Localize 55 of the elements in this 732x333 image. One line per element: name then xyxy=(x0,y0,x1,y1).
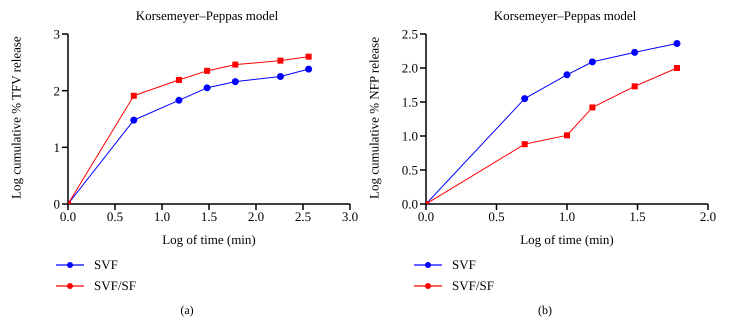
text: (a) xyxy=(179,302,195,318)
point xyxy=(277,58,284,64)
chart-title: Korsemeyer–Peppas model xyxy=(492,8,638,25)
x-axis-title: Log of time (min) xyxy=(520,232,614,247)
x-tick-label: 1.0 xyxy=(558,209,576,224)
y-tick-label: 1.0 xyxy=(402,128,418,144)
x-axis-title: Log of time (min) xyxy=(162,232,256,247)
point xyxy=(130,116,138,124)
y-axis-title: Log cumulative % NFP release xyxy=(366,36,382,199)
y-tick-label: 0 xyxy=(54,196,60,212)
y-tick-label: 0.5 xyxy=(402,162,418,178)
point xyxy=(564,71,570,78)
x-tick-label: 2.5 xyxy=(294,209,312,224)
point xyxy=(176,76,182,83)
point xyxy=(674,65,680,71)
y-tick-label: 2.5 xyxy=(402,26,418,42)
point xyxy=(175,96,182,104)
x-tick-label: 1.5 xyxy=(200,209,218,224)
point xyxy=(130,92,137,99)
y-tick-label: 2.0 xyxy=(402,60,418,76)
point xyxy=(631,48,638,56)
point xyxy=(564,132,570,138)
x-tick-label: 0.5 xyxy=(106,209,124,224)
point xyxy=(305,66,312,73)
x-tick-label: 2.0 xyxy=(248,209,264,224)
text: (b) xyxy=(537,302,553,318)
x-tick-label: 1.5 xyxy=(629,209,646,224)
legend-label: SVF xyxy=(94,256,118,272)
point xyxy=(232,78,239,86)
point xyxy=(588,58,596,66)
point xyxy=(632,83,638,90)
x-tick-label: 2.0 xyxy=(700,209,716,224)
x-tick-label: 3.0 xyxy=(342,209,358,224)
point xyxy=(521,95,528,102)
y-tick-label: 1 xyxy=(54,140,60,155)
legend-label: SVF/SF xyxy=(94,278,136,294)
x-tick-label: 0.0 xyxy=(418,209,434,224)
point xyxy=(276,73,284,80)
point xyxy=(204,84,211,92)
legend-label: SVF xyxy=(452,256,476,272)
y-tick-label: 2 xyxy=(54,83,60,98)
point xyxy=(589,104,596,110)
point xyxy=(673,40,680,48)
y-tick-label: 1.5 xyxy=(402,94,418,110)
x-tick-label: 0.5 xyxy=(488,209,505,224)
point xyxy=(522,141,528,148)
point xyxy=(306,54,312,60)
y-axis-title: Log cumulative % TFV release xyxy=(8,36,24,199)
y-tick-label: 0.0 xyxy=(402,196,418,212)
point xyxy=(204,68,210,74)
y-tick-label: 3 xyxy=(54,26,60,42)
point xyxy=(232,62,238,68)
x-tick-label: 1.0 xyxy=(154,209,170,224)
legend-label: SVF/SF xyxy=(452,278,494,294)
chart-title: Korsemeyer–Peppas model xyxy=(134,8,280,25)
